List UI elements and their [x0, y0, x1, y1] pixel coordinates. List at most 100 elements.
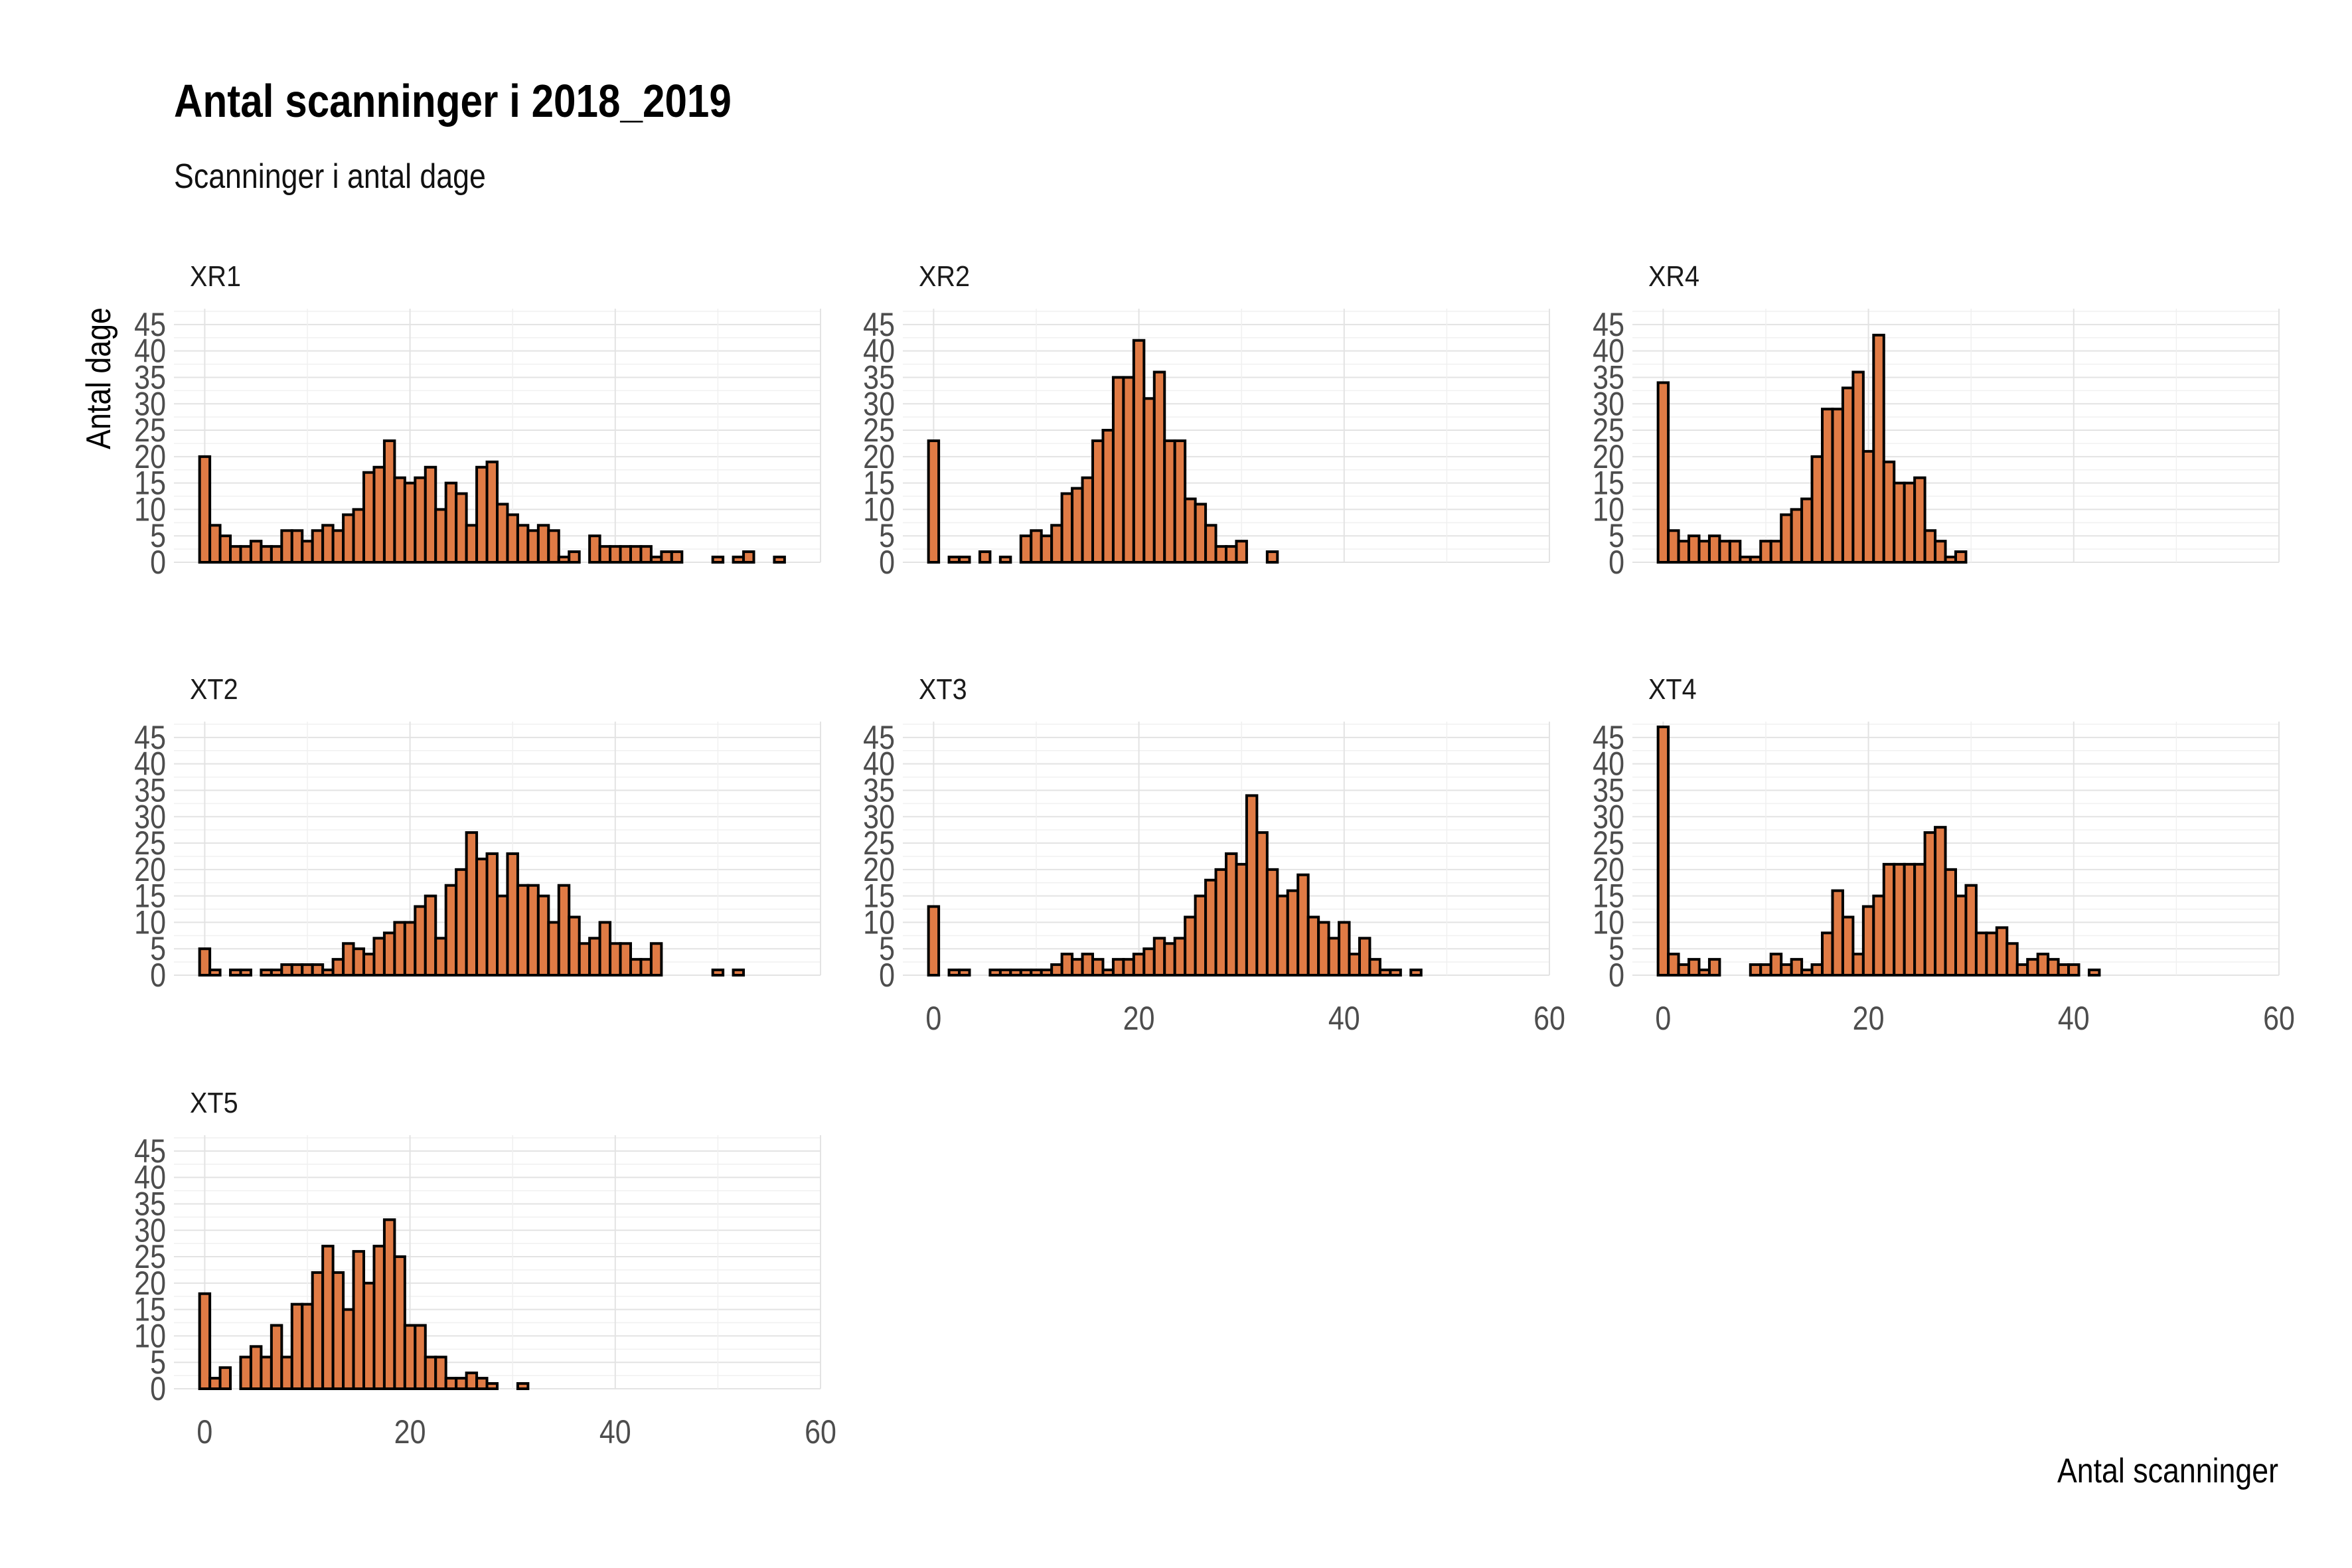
bar — [2067, 963, 2080, 977]
bar — [947, 556, 961, 564]
bar — [198, 1292, 212, 1390]
bar — [1800, 969, 1814, 977]
facet-strip-label: XT3 — [919, 672, 967, 705]
bar — [290, 1302, 304, 1390]
bar — [496, 503, 509, 564]
bar — [1225, 545, 1238, 564]
bar — [1739, 556, 1752, 564]
bar — [1831, 889, 1844, 977]
bar — [382, 439, 396, 564]
bar — [249, 540, 263, 564]
bar — [1214, 545, 1227, 564]
y-tick-label: 20 — [1593, 438, 1624, 475]
bar — [1184, 497, 1197, 564]
bar — [198, 455, 212, 564]
y-tick-label: 40 — [134, 1159, 166, 1196]
bar — [1821, 931, 1834, 977]
x-tick-label: 20 — [394, 1413, 426, 1450]
bar — [1759, 540, 1772, 564]
bar — [1718, 540, 1731, 564]
bar — [311, 963, 325, 977]
y-tick-label: 15 — [863, 878, 895, 915]
bar — [455, 868, 468, 977]
bar — [1368, 958, 1381, 977]
bar — [588, 534, 601, 564]
bar — [1378, 969, 1392, 977]
y-tick-label: 20 — [134, 438, 166, 475]
bar — [1101, 969, 1115, 977]
bar — [1934, 826, 1947, 977]
bar — [1780, 513, 1793, 564]
y-tick-label: 40 — [134, 333, 166, 370]
bar — [639, 545, 653, 564]
bar — [352, 947, 366, 977]
bar — [1903, 862, 1917, 977]
bar — [321, 1245, 335, 1390]
y-tick-label: 30 — [863, 798, 895, 835]
bar — [260, 1356, 273, 1390]
bar — [444, 1377, 458, 1390]
bar — [670, 550, 684, 564]
bar — [1225, 852, 1238, 977]
chart-subtitle: Scanninger i antal dage — [174, 157, 486, 196]
bar — [208, 524, 222, 564]
bar — [649, 942, 663, 977]
y-tick-label: 15 — [863, 465, 895, 502]
bar — [352, 508, 366, 564]
y-tick-label: 30 — [1593, 798, 1624, 835]
bar — [1091, 439, 1105, 564]
bar — [1697, 969, 1711, 977]
bar — [260, 969, 273, 977]
bar — [1810, 455, 1824, 564]
bar — [711, 969, 725, 977]
y-tick-label: 45 — [1593, 306, 1624, 343]
bar — [1163, 942, 1176, 977]
x-tick-label: 0 — [196, 1413, 212, 1450]
chart-title: Antal scanninger i 2018_2019 — [174, 75, 732, 127]
bar — [506, 852, 519, 977]
bar — [372, 937, 386, 977]
bar — [414, 476, 427, 564]
y-tick-label: 30 — [134, 798, 166, 835]
bar — [947, 969, 961, 977]
y-axis-title: Antal dage — [80, 307, 118, 449]
bar — [260, 545, 273, 564]
bar — [598, 921, 612, 977]
bar — [1245, 794, 1259, 977]
bar — [342, 513, 355, 564]
bar — [609, 545, 622, 564]
bar — [516, 1382, 530, 1391]
y-tick-label: 20 — [863, 851, 895, 888]
y-tick-label: 10 — [1593, 491, 1624, 528]
bar — [1040, 534, 1054, 564]
bar — [1060, 492, 1074, 564]
bar — [1769, 953, 1783, 977]
bar — [1071, 487, 1084, 564]
bar — [1142, 947, 1156, 977]
facet-strip-label: XR2 — [919, 260, 970, 292]
y-tick-label: 15 — [134, 878, 166, 915]
y-tick-label: 25 — [134, 824, 166, 862]
bar — [485, 460, 499, 564]
y-tick-label: 45 — [863, 719, 895, 756]
bar — [660, 550, 673, 564]
bar — [1667, 953, 1680, 977]
bar — [382, 1218, 396, 1391]
bar — [301, 1302, 314, 1390]
bar — [1831, 408, 1844, 564]
bar — [362, 1281, 376, 1391]
bar — [649, 556, 663, 564]
bar — [1060, 953, 1074, 977]
bar — [1235, 862, 1248, 977]
bar — [485, 852, 499, 977]
bar — [403, 1324, 417, 1390]
y-tick-label: 25 — [134, 1238, 166, 1275]
bar — [1194, 503, 1208, 564]
bar — [414, 905, 427, 977]
bar — [1944, 556, 1958, 564]
bar — [1923, 831, 1937, 977]
bar — [1923, 529, 1937, 564]
y-tick-label: 35 — [134, 771, 166, 809]
